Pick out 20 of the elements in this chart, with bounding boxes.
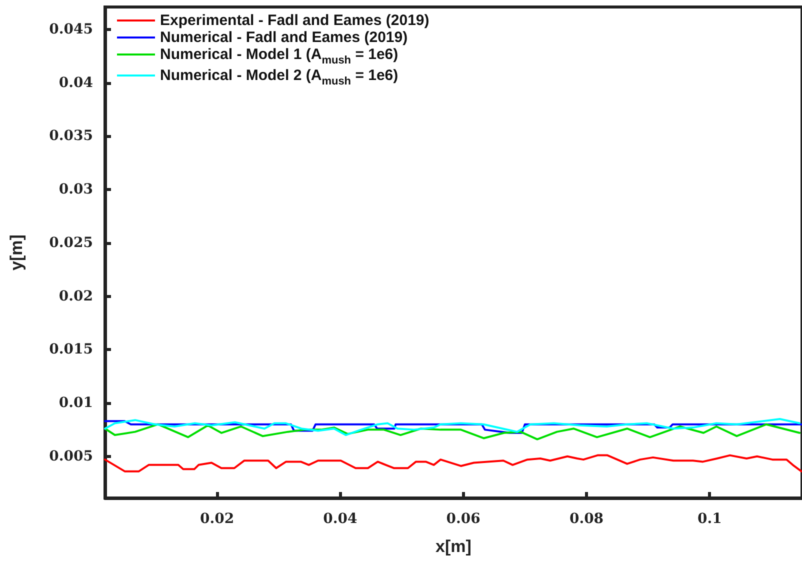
x-tick-label: 0.08 <box>569 511 604 527</box>
y-tick-label: 0.03 <box>58 182 93 198</box>
y-tick-label: 0.02 <box>58 288 93 304</box>
y-tick-label: 0.04 <box>58 74 94 91</box>
x-tick-label: 0.1 <box>697 511 722 527</box>
x-tick-label: 0.06 <box>446 511 480 527</box>
legend-label: Numerical - Fadl and Eames (2019) <box>160 29 408 46</box>
line-series <box>104 454 802 472</box>
x-axis-title: x[m] <box>436 537 472 556</box>
line-series <box>104 423 801 440</box>
legend-label: Experimental - Fadl and Eames (2019) <box>160 12 430 29</box>
y-tick-label: 0.025 <box>49 234 93 251</box>
y-tick-label: 0.005 <box>49 448 93 464</box>
y-tick-label: 0.01 <box>58 395 93 411</box>
x-tick-label: 0.02 <box>200 511 234 527</box>
x-tick-label: 0.04 <box>323 511 358 527</box>
y-tick-label: 0.035 <box>49 128 93 144</box>
y-tick-label: 0.045 <box>49 21 93 38</box>
y-axis-title: y[m] <box>7 234 26 270</box>
y-tick-label: 0.015 <box>49 342 93 358</box>
